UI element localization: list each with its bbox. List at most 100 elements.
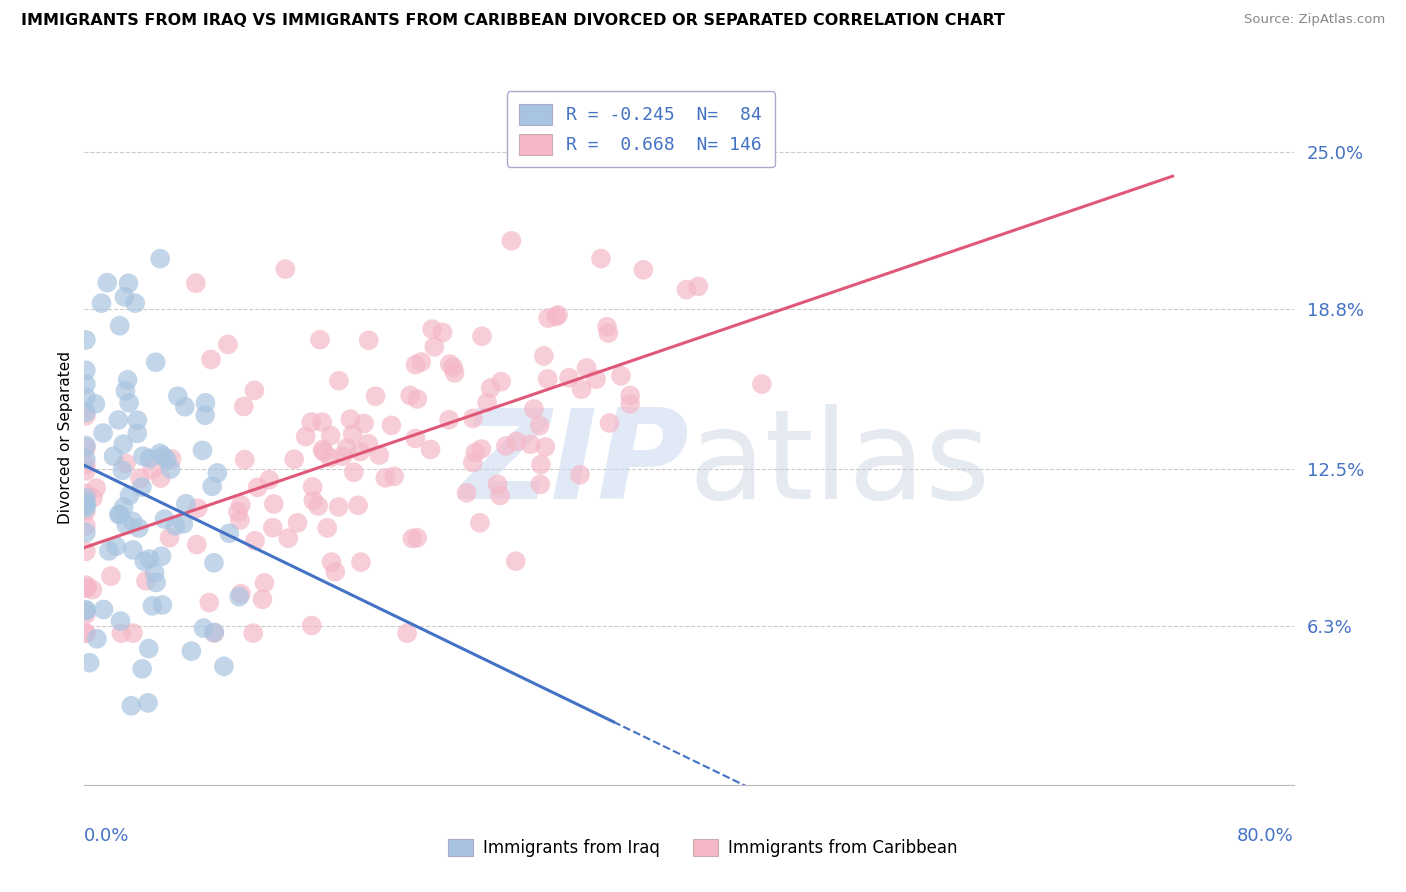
Point (302, 493, 325, 508)
Point (76, 581, 98, 595)
Point (124, 296, 146, 310)
Point (145, 575, 167, 590)
Point (166, 389, 188, 403)
Point (111, 463, 134, 477)
Text: 80.0%: 80.0% (1237, 827, 1294, 845)
Point (122, 626, 145, 640)
Point (138, 451, 160, 466)
Point (405, 358, 427, 372)
Point (347, 499, 370, 513)
Point (432, 326, 454, 340)
Point (229, 498, 252, 512)
Point (232, 400, 254, 414)
Point (75, 491, 97, 505)
Point (138, 552, 160, 566)
Point (75, 441, 97, 455)
Point (131, 480, 153, 494)
Point (558, 370, 581, 384)
Point (619, 397, 641, 411)
Point (339, 412, 361, 426)
Point (530, 458, 553, 472)
Text: atlas: atlas (689, 404, 991, 525)
Point (75, 581, 97, 595)
Point (332, 450, 354, 464)
Point (263, 497, 285, 511)
Point (159, 462, 181, 476)
Point (443, 366, 465, 380)
Point (585, 372, 607, 386)
Y-axis label: Divorced or Separated: Divorced or Separated (58, 351, 73, 524)
Point (90, 296, 112, 310)
Point (301, 618, 323, 632)
Point (536, 372, 558, 386)
Text: Source: ZipAtlas.com: Source: ZipAtlas.com (1244, 13, 1385, 27)
Point (115, 518, 138, 533)
Point (75, 518, 97, 533)
Point (461, 411, 484, 425)
Point (132, 449, 155, 463)
Point (233, 452, 256, 467)
Point (294, 429, 316, 443)
Point (319, 428, 342, 442)
Point (706, 148, 728, 162)
Point (688, 279, 710, 293)
Point (368, 448, 391, 462)
Point (243, 533, 266, 548)
Point (174, 497, 197, 511)
Point (75, 452, 97, 467)
Point (357, 437, 380, 451)
Point (112, 500, 135, 514)
Point (633, 263, 655, 277)
Point (100, 569, 122, 583)
Text: IMMIGRANTS FROM IRAQ VS IMMIGRANTS FROM CARIBBEAN DIVORCED OR SEPARATED CORRELAT: IMMIGRANTS FROM IRAQ VS IMMIGRANTS FROM … (21, 13, 1005, 29)
Point (575, 360, 598, 375)
Point (259, 473, 281, 487)
Point (75, 464, 97, 478)
Point (353, 417, 375, 431)
Point (404, 432, 426, 446)
Point (495, 439, 517, 453)
Point (128, 521, 150, 535)
Point (110, 614, 132, 628)
Point (751, 377, 773, 392)
Point (187, 501, 209, 516)
Point (75, 499, 97, 513)
Point (505, 554, 527, 568)
Point (84, 481, 107, 495)
Point (120, 698, 142, 713)
Point (141, 599, 163, 613)
Point (598, 326, 620, 340)
Point (82, 491, 104, 505)
Point (149, 471, 172, 485)
Point (135, 574, 157, 588)
Point (86, 632, 108, 646)
Point (357, 334, 380, 348)
Point (117, 373, 139, 387)
Point (489, 489, 512, 503)
Point (180, 644, 202, 658)
Point (96, 276, 118, 290)
Point (441, 360, 464, 375)
Point (396, 626, 419, 640)
Point (464, 445, 486, 459)
Point (75, 405, 97, 419)
Point (75, 409, 97, 423)
Point (143, 566, 166, 580)
Point (311, 415, 333, 429)
Point (675, 283, 697, 297)
Point (547, 308, 569, 322)
Point (97, 544, 120, 558)
Point (75, 377, 97, 392)
Point (121, 515, 143, 529)
Point (589, 252, 612, 266)
Point (342, 427, 364, 442)
Point (75, 607, 97, 622)
Point (229, 587, 252, 601)
Point (193, 621, 215, 635)
Point (160, 451, 183, 466)
Point (202, 556, 225, 570)
Point (202, 626, 225, 640)
Point (134, 554, 156, 568)
Point (127, 413, 149, 427)
Point (380, 418, 402, 433)
